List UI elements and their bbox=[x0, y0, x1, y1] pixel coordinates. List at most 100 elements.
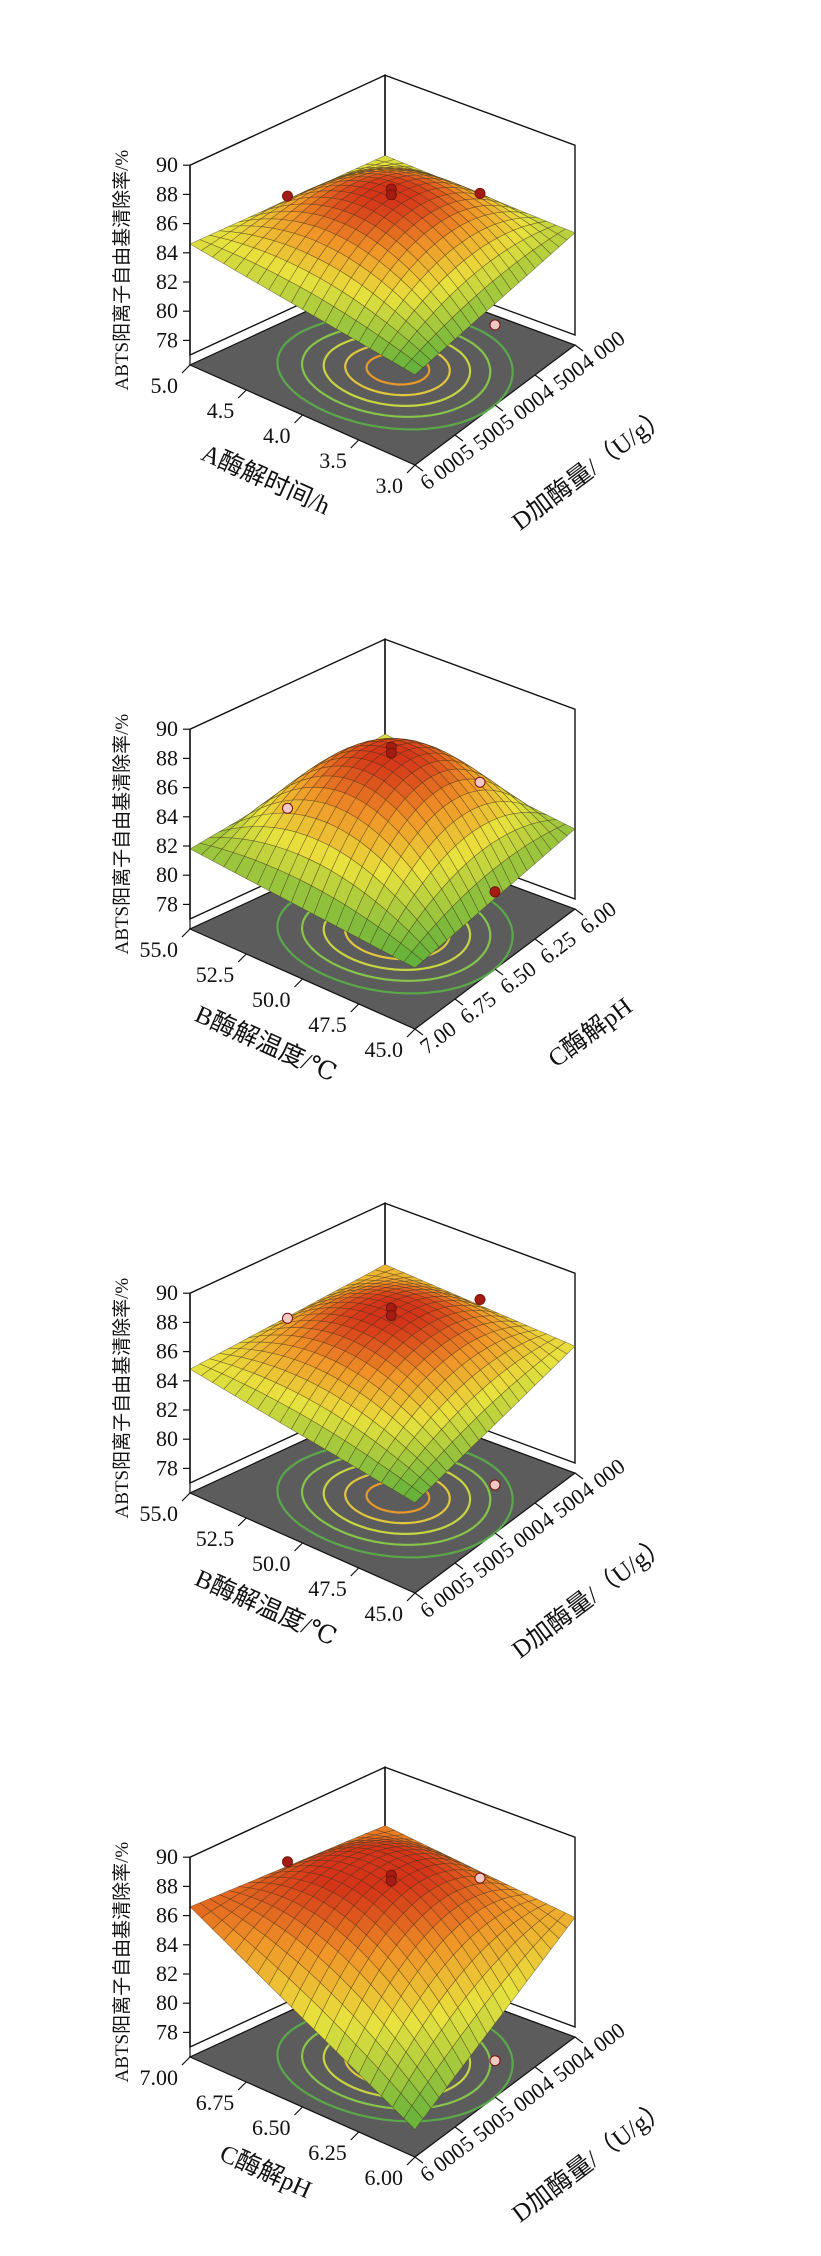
chart-panel-2: 78 80 82 84 86 88 90 ABTS阳离子自由基清除率/% 55.0 52.5 50.… bbox=[0, 564, 821, 1128]
x-axis: 7.00 6.75 6.50 6.25 6.00 bbox=[140, 2056, 416, 2190]
design-point bbox=[385, 1875, 397, 1887]
design-point bbox=[474, 1872, 486, 1884]
design-point bbox=[474, 1294, 486, 1305]
x-tick-label: 45.0 bbox=[365, 1601, 404, 1626]
design-point bbox=[282, 190, 293, 202]
z-tick-label: 84 bbox=[156, 804, 178, 829]
z-axis: 78 80 82 84 86 88 90 bbox=[156, 1844, 191, 2047]
z-tick-label: 80 bbox=[156, 1426, 178, 1451]
x-tick-label: 7.00 bbox=[140, 2065, 179, 2090]
z-axis: 78 80 82 84 86 88 90 bbox=[156, 716, 191, 919]
z-tick-label: 90 bbox=[156, 1280, 178, 1305]
chart-panel-4: 78 80 82 84 86 88 90 ABTS阳离子自由基清除率/% 7.00 6.75 6.5… bbox=[0, 1692, 821, 2256]
surface-plot-4: 78 80 82 84 86 88 90 ABTS阳离子自由基清除率/% 7.00 6.75 6.5… bbox=[111, 1766, 674, 2228]
z-tick-label: 84 bbox=[156, 1932, 178, 1957]
x-tick-label: 3.5 bbox=[319, 448, 347, 473]
design-point bbox=[474, 187, 486, 199]
design-point bbox=[385, 189, 397, 201]
x-tick-label: 55.0 bbox=[140, 937, 179, 962]
contour-line bbox=[344, 342, 451, 397]
x-tick-label: 6.50 bbox=[252, 2115, 291, 2140]
z-tick-label: 86 bbox=[156, 1339, 178, 1364]
x-tick-label: 5.0 bbox=[151, 373, 179, 398]
design-point bbox=[489, 1479, 501, 1491]
z-tick-label: 88 bbox=[156, 181, 178, 206]
x-tick-label: 45.0 bbox=[365, 1037, 404, 1062]
z-tick-label: 84 bbox=[156, 240, 178, 265]
z-tick-label: 78 bbox=[156, 327, 178, 352]
contour-line bbox=[300, 1451, 492, 1546]
x-tick-label: 6.00 bbox=[365, 2165, 404, 2190]
contour-line bbox=[344, 1470, 451, 1525]
z-tick-label: 88 bbox=[156, 1873, 178, 1898]
x-axis: 55.0 52.5 50.0 47.5 45.0 bbox=[140, 928, 416, 1062]
y-axis-title: C酶解pH bbox=[543, 992, 638, 1073]
response-surface bbox=[189, 155, 576, 376]
contour-line bbox=[322, 332, 472, 407]
z-axis-title: ABTS阳离子自由基清除率/% bbox=[111, 150, 133, 391]
design-point bbox=[489, 886, 501, 898]
z-tick-label: 86 bbox=[156, 211, 178, 236]
z-tick-label: 86 bbox=[156, 1903, 178, 1928]
z-tick-label: 84 bbox=[156, 1368, 178, 1393]
x-tick-label: 50.0 bbox=[252, 987, 291, 1012]
y-axis-title: D加酶量/（U/g） bbox=[507, 1529, 674, 1664]
contour-line bbox=[276, 1440, 514, 1559]
z-tick-label: 90 bbox=[156, 152, 178, 177]
z-tick-label: 82 bbox=[156, 1397, 178, 1422]
design-point bbox=[282, 1856, 293, 1868]
y-axis-title: D加酶量/（U/g） bbox=[507, 2093, 674, 2228]
z-tick-label: 88 bbox=[156, 745, 178, 770]
x-axis-title: C酶解pH bbox=[216, 2139, 316, 2204]
z-tick-label: 88 bbox=[156, 1309, 178, 1334]
z-tick-label: 80 bbox=[156, 1990, 178, 2015]
surface-plot-3: 78 80 82 84 86 88 90 ABTS阳离子自由基清除率/% 55.0 52.5 50.… bbox=[111, 1202, 674, 1664]
x-tick-label: 52.5 bbox=[196, 962, 235, 987]
chart-panel-1: 78 80 82 84 86 88 90 ABTS阳离子自由基清除率/% 5.0 4.5 4.0 3.… bbox=[0, 0, 821, 564]
z-tick-label: 78 bbox=[156, 1455, 178, 1480]
x-axis: 55.0 52.5 50.0 47.5 45.0 bbox=[140, 1492, 416, 1626]
x-tick-label: 47.5 bbox=[308, 1576, 347, 1601]
contour-line bbox=[322, 1460, 472, 1535]
x-tick-label: 47.5 bbox=[308, 1012, 347, 1037]
x-axis: 5.0 4.5 4.0 3.5 3.0 bbox=[151, 364, 416, 498]
z-tick-label: 82 bbox=[156, 833, 178, 858]
response-surface bbox=[189, 1264, 576, 1504]
z-tick-label: 80 bbox=[156, 298, 178, 323]
contour-line bbox=[300, 323, 492, 418]
response-surface bbox=[189, 733, 576, 969]
y-tick-label: 6.00 bbox=[575, 896, 621, 939]
contour-line bbox=[276, 2004, 514, 2123]
z-tick-label: 78 bbox=[156, 891, 178, 916]
y-axis-title: D加酶量/（U/g） bbox=[507, 401, 674, 536]
z-tick-label: 90 bbox=[156, 1844, 178, 1869]
x-tick-label: 3.0 bbox=[376, 473, 404, 498]
x-axis-title: A酶解时间/h bbox=[197, 439, 334, 521]
x-tick-label: 55.0 bbox=[140, 1501, 179, 1526]
z-tick-label: 90 bbox=[156, 716, 178, 741]
surface-plot-1: 78 80 82 84 86 88 90 ABTS阳离子自由基清除率/% 5.0 4.5 4.0 3.… bbox=[111, 74, 674, 536]
design-point bbox=[385, 747, 397, 759]
z-tick-label: 78 bbox=[156, 2019, 178, 2044]
z-tick-label: 86 bbox=[156, 775, 178, 800]
z-axis: 78 80 82 84 86 88 90 bbox=[156, 152, 191, 355]
response-surface bbox=[189, 1825, 576, 2130]
design-point bbox=[282, 802, 293, 814]
design-point bbox=[489, 319, 501, 331]
z-axis-title: ABTS阳离子自由基清除率/% bbox=[111, 1278, 133, 1519]
z-tick-label: 82 bbox=[156, 1961, 178, 1986]
back-wall-right bbox=[384, 74, 576, 337]
design-point bbox=[282, 1312, 293, 1324]
contour-line bbox=[365, 1480, 431, 1514]
x-tick-label: 52.5 bbox=[196, 1526, 235, 1551]
x-tick-label: 6.25 bbox=[308, 2140, 347, 2165]
contour-line bbox=[276, 312, 514, 431]
x-tick-label: 4.0 bbox=[263, 423, 291, 448]
x-tick-label: 6.75 bbox=[196, 2090, 235, 2115]
design-point bbox=[474, 776, 486, 788]
z-axis: 78 80 82 84 86 88 90 bbox=[156, 1280, 191, 1483]
design-point bbox=[385, 1310, 397, 1321]
z-tick-label: 80 bbox=[156, 862, 178, 887]
x-tick-label: 4.5 bbox=[207, 398, 235, 423]
